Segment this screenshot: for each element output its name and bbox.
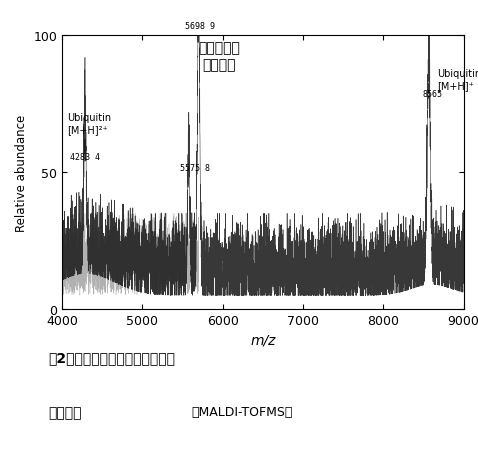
Text: 図2．　裸麦キチン結合ペプチド: 図2． 裸麦キチン結合ペプチド <box>48 350 175 364</box>
Text: 5575 8: 5575 8 <box>180 164 210 173</box>
Y-axis label: Relative abundance: Relative abundance <box>15 114 28 232</box>
Text: （MALDI-TOFMS）: （MALDI-TOFMS） <box>191 405 293 418</box>
Text: 5698 9: 5698 9 <box>185 22 215 31</box>
Text: 4283 4: 4283 4 <box>70 153 100 162</box>
X-axis label: m/z: m/z <box>250 333 276 347</box>
Text: の分子量: の分子量 <box>48 405 81 419</box>
Text: 8565: 8565 <box>422 90 442 99</box>
Text: キチン結合
ペプチド: キチン結合 ペプチド <box>198 40 239 72</box>
Text: Ubiquitin
[M+H]⁺: Ubiquitin [M+H]⁺ <box>437 69 478 91</box>
Text: Ubiquitin
[M+H]²⁺: Ubiquitin [M+H]²⁺ <box>67 112 111 135</box>
